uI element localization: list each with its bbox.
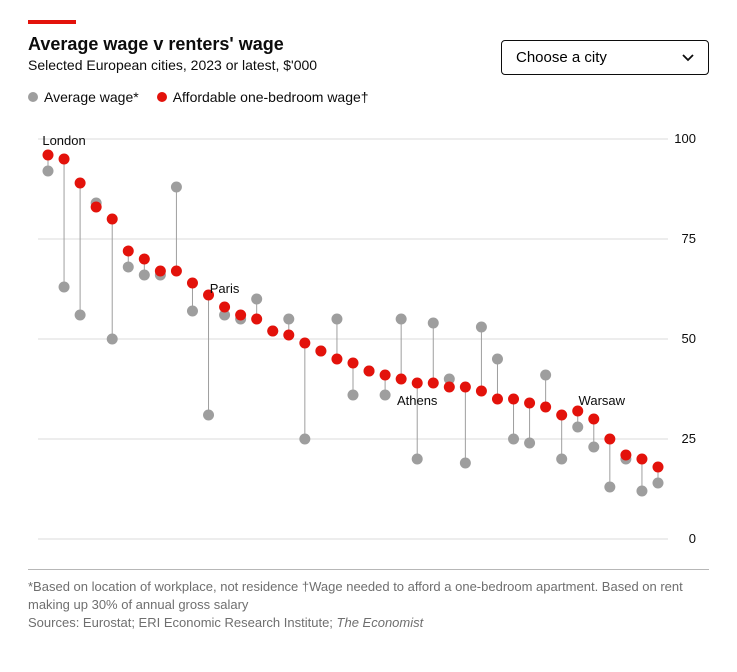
- chart-title: Average wage v renters' wage: [28, 34, 501, 55]
- chart-subtitle: Selected European cities, 2023 or latest…: [28, 57, 501, 73]
- footnote-text: *Based on location of workplace, not res…: [28, 578, 709, 614]
- sources-text: Sources: Eurostat; ERI Economic Research…: [28, 614, 709, 632]
- svg-text:0: 0: [689, 531, 696, 546]
- legend-item-afford: Affordable one-bedroom wage†: [157, 89, 369, 105]
- accent-bar: [28, 20, 76, 24]
- header: Average wage v renters' wage Selected Eu…: [28, 34, 709, 75]
- legend-dot-avg: [28, 92, 38, 102]
- selector-label: Choose a city: [516, 49, 607, 66]
- svg-text:100: 100: [674, 131, 696, 146]
- city-selector[interactable]: Choose a city: [501, 40, 709, 75]
- legend-dot-afford: [157, 92, 167, 102]
- svg-text:London: London: [42, 133, 85, 148]
- legend-label-afford: Affordable one-bedroom wage†: [173, 89, 369, 105]
- chart-area: 0 25 50 75 100 London Paris Athens Warsaw: [28, 129, 709, 559]
- svg-text:50: 50: [682, 331, 696, 346]
- legend: Average wage* Affordable one-bedroom wag…: [28, 89, 709, 105]
- footnotes: *Based on location of workplace, not res…: [28, 569, 709, 633]
- svg-text:Paris: Paris: [210, 281, 240, 296]
- svg-text:25: 25: [682, 431, 696, 446]
- svg-text:Athens: Athens: [397, 393, 438, 408]
- svg-text:Warsaw: Warsaw: [579, 393, 626, 408]
- svg-text:75: 75: [682, 231, 696, 246]
- chart-svg: 0 25 50 75 100 London Paris Athens Warsaw: [28, 129, 708, 559]
- legend-item-avg: Average wage*: [28, 89, 139, 105]
- chevron-down-icon: [682, 54, 694, 62]
- legend-label-avg: Average wage*: [44, 89, 139, 105]
